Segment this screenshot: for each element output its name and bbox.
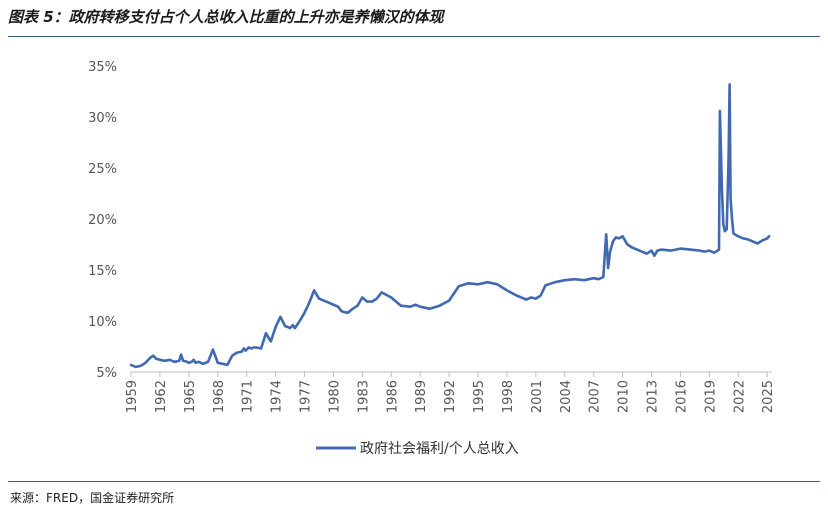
series-line-0 xyxy=(129,83,771,369)
x-tick-label: 2007 xyxy=(588,380,603,413)
legend-label: 政府社会福利/个人总收入 xyxy=(360,441,519,457)
x-tick-label: 1995 xyxy=(472,380,487,413)
x-tick-label: 2022 xyxy=(732,380,747,413)
x-tick-label: 1998 xyxy=(501,380,516,413)
source-divider xyxy=(8,481,820,482)
x-tick-label: 1980 xyxy=(327,380,342,413)
series-layer xyxy=(129,83,771,369)
source-note: 来源：FRED，国金证券研究所 xyxy=(10,491,175,505)
x-tick-label: 2004 xyxy=(559,380,574,413)
x-tick-label: 2001 xyxy=(530,380,545,413)
y-tick-label: 25% xyxy=(88,162,117,177)
title-divider xyxy=(8,36,820,37)
x-tick-label: 1986 xyxy=(385,380,400,413)
x-tick-label: 2025 xyxy=(761,380,776,413)
line-chart: 5% 10% 15% 20% 25% 30% 35% 1959 1962 1965 1968 1971… xyxy=(88,60,776,457)
x-tick-label: 1959 xyxy=(125,380,140,413)
x-tick-label: 1983 xyxy=(356,380,371,413)
x-tick-label: 1968 xyxy=(212,380,227,413)
x-tick-label: 2010 xyxy=(617,380,632,413)
y-tick-label: 35% xyxy=(88,60,117,75)
x-tick-label: 1965 xyxy=(183,380,198,413)
y-tick-label: 15% xyxy=(88,264,117,279)
x-tick-label: 2013 xyxy=(646,380,661,413)
y-tick-label: 10% xyxy=(88,315,117,330)
x-tick-label: 1971 xyxy=(241,380,256,413)
x-tick-label: 1989 xyxy=(414,380,429,413)
axis-layer: 5% 10% 15% 20% 25% 30% 35% 1959 1962 1965 1968 1971… xyxy=(88,60,776,413)
x-tick-label: 1977 xyxy=(299,380,314,413)
x-tick-label: 2019 xyxy=(703,380,718,413)
legend: 政府社会福利/个人总收入 xyxy=(316,441,519,457)
y-tick-label: 5% xyxy=(96,366,117,381)
y-tick-label: 30% xyxy=(88,111,117,126)
x-tick-label: 1974 xyxy=(270,380,285,413)
x-tick-label: 1962 xyxy=(154,380,169,413)
x-tick-label: 1992 xyxy=(443,380,458,413)
chart-title: 图表 5：政府转移支付占个人总收入比重的上升亦是养懒汉的体现 xyxy=(8,8,444,26)
y-tick-label: 20% xyxy=(88,213,117,228)
x-tick-label: 2016 xyxy=(674,380,689,413)
